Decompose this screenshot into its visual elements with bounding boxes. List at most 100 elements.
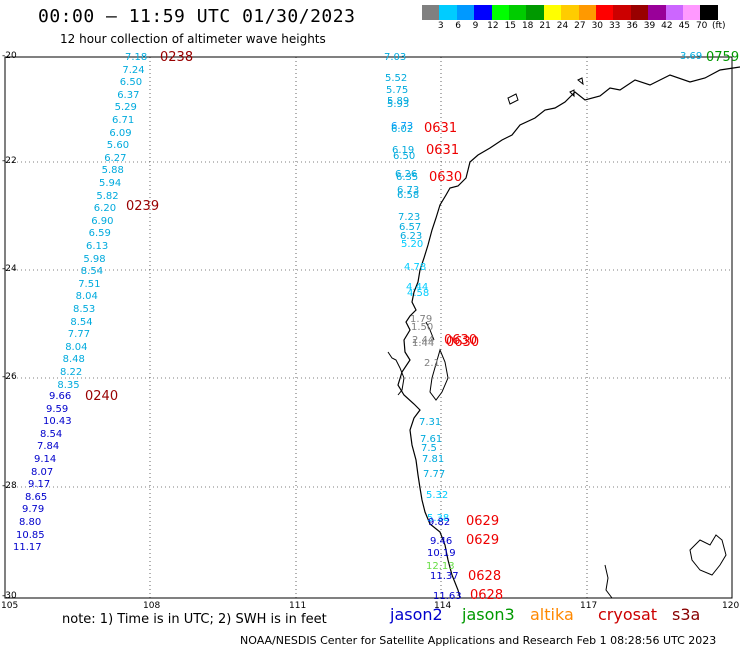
colorbar-label: 15 (504, 21, 517, 31)
track-value: 5.29 (114, 102, 137, 114)
track-time-label: 0628 (468, 569, 502, 584)
track-time-label: 0631 (424, 121, 458, 136)
track-value: 10.19 (427, 548, 456, 559)
legend-altika: altika (530, 605, 574, 624)
track-value: 5.20 (401, 239, 424, 250)
track-value: 5.93 (387, 99, 410, 110)
track-value: 5.75 (386, 85, 409, 96)
track-value: 6.13 (86, 241, 109, 252)
track-time-label: 0238 (160, 50, 194, 65)
track-value: 7.77 (423, 469, 446, 480)
lon-label: 111 (289, 601, 307, 611)
track-value: 11.37 (430, 571, 459, 582)
track-value: 10.43 (43, 416, 72, 428)
track-value: 6.02 (391, 124, 414, 135)
track-value: 6.71 (112, 115, 135, 126)
colorbar-label: 30 (591, 21, 604, 31)
track-value: 5.98 (83, 253, 106, 265)
track-value: 11.63 (433, 591, 462, 602)
track-value: 5.32 (426, 490, 449, 501)
colorbar-label: 6 (455, 21, 461, 31)
colorbar-swatch (630, 5, 649, 20)
colorbar-label: 45 (678, 21, 691, 31)
colorbar-swatch (665, 5, 684, 20)
track-time-label: 0630 (444, 333, 478, 348)
track-value: 7.5 (421, 443, 437, 454)
colorbar-swatch (526, 5, 545, 20)
lon-label: 108 (143, 601, 161, 611)
track-value: 6.19 (392, 145, 415, 156)
colorbar-label: 24 (556, 21, 569, 31)
colorbar-swatch (578, 5, 597, 20)
track-time-label: 0629 (466, 533, 500, 548)
track-value: 6.20 (93, 203, 117, 215)
track-time-label: 0759 (706, 50, 740, 65)
track-value: 5.89 (387, 96, 410, 107)
colorbar-label: 36 (626, 21, 638, 31)
track-value: 8.35 (57, 379, 80, 391)
track-value: 7.84 (37, 441, 60, 453)
track-value: 4.58 (407, 288, 430, 299)
colorbar-swatch (422, 5, 440, 20)
coastline-south-east (604, 534, 727, 599)
colorbar-swatch (474, 5, 493, 20)
lon-label: 105 (1, 601, 19, 611)
colorbar-swatch (683, 5, 701, 20)
colorbar-swatch (561, 5, 580, 20)
track-value: 8.07 (31, 466, 54, 478)
colorbar-swatch (543, 5, 562, 20)
track-value: 7.51 (78, 278, 101, 290)
track-value: 7.81 (422, 454, 445, 465)
track-value: 8.54 (40, 428, 63, 440)
colorbar-label: 21 (539, 21, 551, 31)
track-value: 6.59 (88, 228, 111, 240)
colorbar-label: 42 (661, 21, 673, 31)
track-value: 4.78 (404, 262, 427, 273)
track-time-label: 0240 (85, 389, 119, 404)
coastline-detail (387, 321, 435, 396)
legend-jason2: jason2 (390, 605, 443, 624)
track-value: 9.14 (34, 454, 57, 465)
track-value: 8.53 (73, 304, 96, 315)
track-value: 9.66 (49, 391, 72, 402)
track-value: 5.88 (101, 165, 124, 177)
track-value: 7.61 (420, 434, 443, 445)
track-value: 1.50 (411, 322, 434, 333)
track-value: 7.31 (419, 417, 442, 428)
colorbar-swatch (700, 5, 719, 20)
track-value: 8.54 (70, 316, 93, 328)
colorbar-swatch (491, 5, 510, 20)
track-value: 6.09 (109, 127, 132, 139)
track-value: 9.59 (46, 403, 69, 415)
track-value: 6.90 (91, 215, 114, 227)
lat-label: -28 (2, 481, 17, 491)
track-value: 9.82 (428, 517, 451, 528)
track-value: 12.13 (426, 561, 455, 572)
lon-label: 120 (722, 601, 740, 611)
track-value: 4.44 (406, 282, 429, 293)
colorbar-swatch (456, 5, 475, 20)
track-time-label: 0628 (470, 588, 504, 603)
track-value: 6.50 (393, 151, 416, 162)
colorbar-label: 12 (487, 21, 499, 31)
colorbar-label: 18 (521, 21, 534, 31)
track-value: 6.37 (117, 89, 140, 101)
track-value: 7.03 (384, 52, 407, 63)
track-value: 7.77 (67, 329, 91, 341)
track-time-label: 0630 (446, 335, 480, 350)
colorbar-label: 33 (608, 21, 621, 31)
track-time-label: 0629 (466, 514, 500, 529)
colorbar-swatch (439, 5, 458, 20)
lon-label: 117 (580, 601, 598, 611)
track-value: 8.48 (62, 354, 85, 366)
track-value: 9.17 (28, 479, 51, 491)
colorbar-swatch (596, 5, 614, 20)
track-value: 6.58 (397, 190, 420, 201)
track-value: 5.94 (99, 178, 122, 189)
lat-label: -26 (2, 372, 17, 382)
colorbar-swatch (613, 5, 632, 20)
track-value: 8.65 (25, 491, 48, 503)
track-value: 11.17 (13, 542, 42, 554)
page-title: 00:00 – 11:59 UTC 01/30/2023 (38, 6, 356, 27)
